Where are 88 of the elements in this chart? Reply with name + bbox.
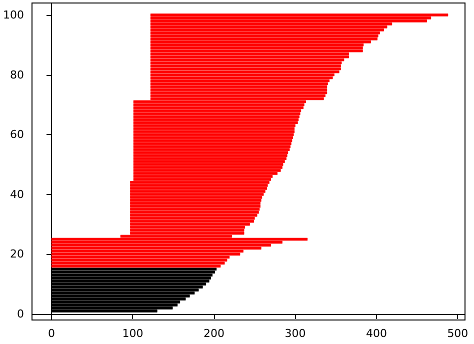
bar: [51, 268, 217, 271]
bar: [150, 20, 428, 22]
bar: [150, 91, 328, 94]
bar: [150, 82, 328, 86]
y-tick-label: 40: [10, 188, 24, 201]
bar: [133, 127, 295, 130]
bar: [150, 85, 328, 88]
bar: [150, 94, 326, 98]
bar: [51, 288, 199, 292]
bar: [51, 282, 206, 286]
bar: [133, 166, 282, 169]
bar: [150, 37, 378, 40]
bar: [130, 222, 250, 226]
bar: [133, 130, 295, 133]
bar: [130, 220, 254, 223]
bar: [133, 136, 293, 139]
bar: [130, 190, 266, 193]
bar: [133, 160, 285, 163]
x-tick-label: 200: [203, 327, 224, 340]
bar: [150, 14, 448, 16]
bar: [133, 169, 281, 172]
y-tick-label: 80: [10, 68, 24, 82]
bar: [130, 193, 264, 196]
bar: [133, 157, 286, 160]
y-tick-label: 20: [10, 248, 24, 261]
bar: [133, 112, 300, 116]
bar: [150, 32, 380, 34]
bar: [51, 276, 211, 280]
x-tick-label: 0: [48, 327, 55, 340]
bar: [150, 67, 341, 70]
bar: [133, 109, 302, 112]
bar: [133, 115, 300, 118]
y-tick-label: 60: [10, 128, 24, 142]
bar: [130, 204, 260, 208]
bar: [51, 274, 213, 277]
bar: [51, 264, 221, 268]
bar: [130, 216, 255, 220]
x-tick-label: 300: [284, 327, 306, 340]
bar: [150, 76, 333, 80]
y-tick-label: 0: [16, 308, 24, 321]
bar: [150, 55, 350, 58]
bar: [51, 262, 225, 265]
bar: [51, 280, 210, 283]
bar: [130, 210, 259, 214]
bar: [130, 214, 258, 217]
bar: [133, 106, 304, 110]
bar: [133, 118, 299, 122]
bar: [51, 298, 186, 300]
bar: [130, 196, 262, 199]
bar: [133, 124, 296, 128]
bar: [133, 139, 292, 142]
bar: [150, 49, 363, 52]
bar: [130, 208, 260, 211]
bar: [150, 34, 378, 38]
bar: [133, 163, 284, 166]
y-tick-label: 100: [2, 8, 24, 22]
bar: [133, 178, 272, 181]
bar: [130, 187, 267, 190]
bar: [130, 181, 270, 184]
bar: [150, 70, 340, 74]
bar: [130, 202, 260, 205]
bar: [51, 238, 308, 241]
bar: [133, 103, 304, 106]
bar: [150, 64, 341, 68]
x-tick-label: 400: [366, 327, 387, 340]
bar: [130, 184, 268, 187]
bar: [51, 270, 215, 274]
bar: [51, 304, 178, 306]
bar: [130, 228, 244, 232]
bar: [150, 61, 342, 64]
bar: [133, 172, 278, 175]
bar: [133, 148, 290, 151]
x-tick-label: 500: [447, 327, 468, 340]
bar: [51, 252, 240, 256]
bar: [133, 145, 291, 148]
bar: [133, 142, 292, 145]
bar: [133, 133, 294, 136]
bar: [150, 28, 384, 32]
bar: [133, 151, 288, 154]
bar: [133, 154, 288, 157]
bar: [150, 79, 330, 82]
bar: [51, 292, 195, 294]
bar: [133, 121, 298, 124]
bar: [51, 258, 228, 262]
bar: [130, 198, 262, 202]
x-tick-label: 100: [122, 327, 144, 340]
bar: [150, 46, 363, 50]
bar: [51, 286, 203, 288]
